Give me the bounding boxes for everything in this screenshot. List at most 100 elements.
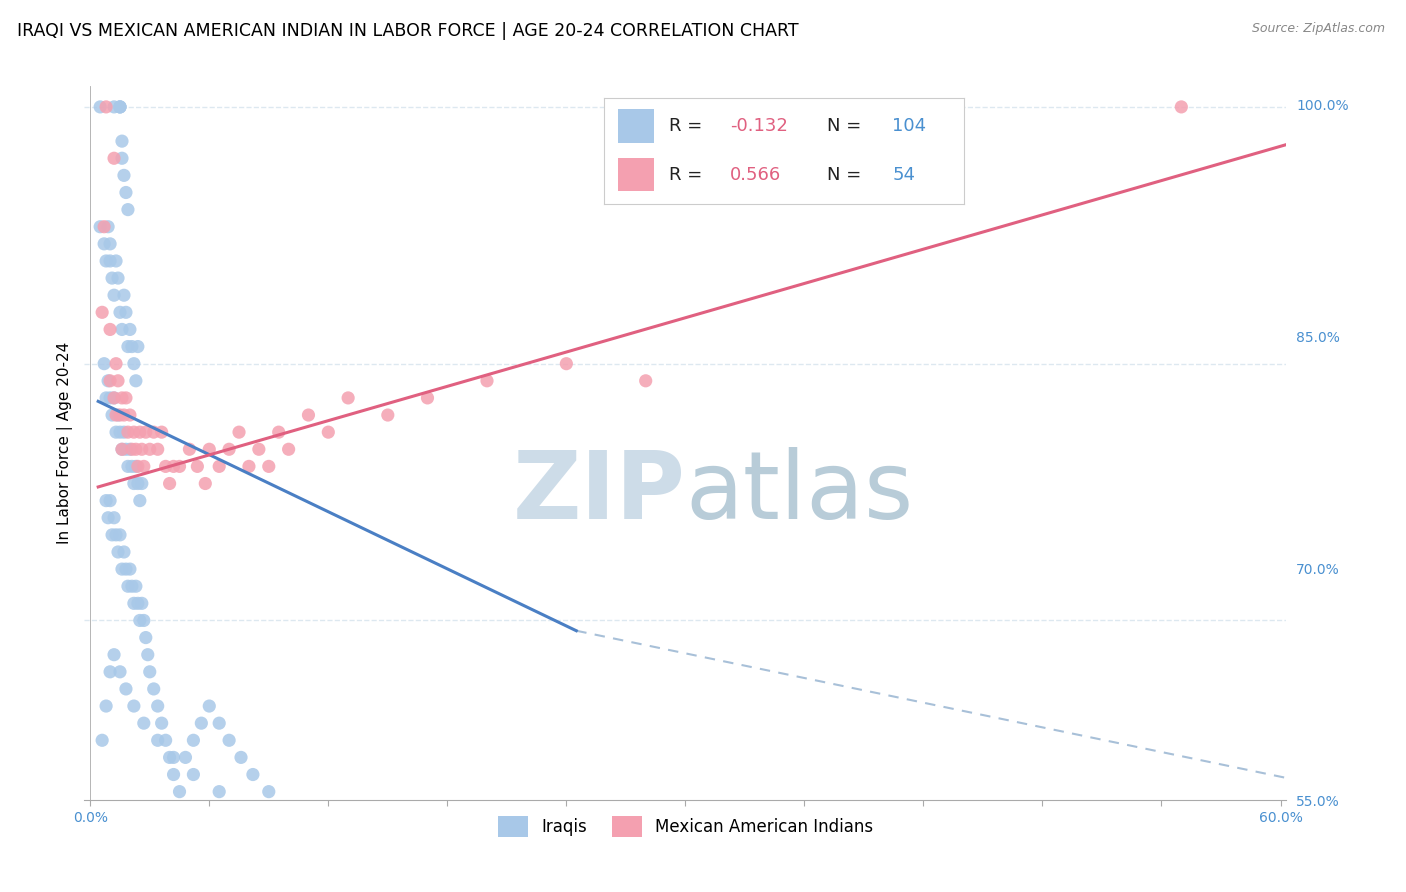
Point [208, 716, 231, 731]
Point [101, 271, 124, 285]
Point [337, 391, 360, 405]
Point [117, 459, 139, 474]
Point [112, 288, 135, 302]
Point [194, 476, 217, 491]
Point [128, 493, 150, 508]
Point [94, 391, 117, 405]
Point [555, 357, 578, 371]
Point [132, 614, 155, 628]
Point [1170, 100, 1192, 114]
Point [98, 391, 121, 405]
Legend: Iraqis, Mexican American Indians: Iraqis, Mexican American Indians [491, 810, 880, 843]
Point [475, 374, 498, 388]
Point [155, 459, 177, 474]
Point [125, 459, 148, 474]
Point [146, 733, 169, 747]
Point [127, 596, 149, 610]
Point [121, 579, 143, 593]
Point [103, 100, 125, 114]
Point [169, 784, 191, 798]
Point [127, 476, 149, 491]
Point [94, 254, 117, 268]
Point [93, 219, 115, 234]
Point [416, 391, 439, 405]
Point [238, 459, 260, 474]
Point [155, 733, 177, 747]
Point [108, 305, 131, 319]
Point [91, 305, 114, 319]
Point [218, 733, 240, 747]
Point [186, 459, 208, 474]
Point [107, 374, 129, 388]
Point [108, 425, 131, 439]
Point [98, 374, 121, 388]
Point [111, 562, 134, 576]
Point [634, 374, 657, 388]
Point [131, 596, 153, 610]
Point [115, 442, 138, 457]
Point [105, 425, 128, 439]
Point [131, 442, 153, 457]
Point [183, 733, 205, 747]
Point [277, 442, 299, 457]
Point [242, 802, 264, 816]
Point [297, 408, 319, 422]
Text: ZIP: ZIP [513, 447, 685, 540]
Point [108, 528, 131, 542]
Point [162, 750, 184, 764]
Point [208, 459, 231, 474]
Point [121, 459, 143, 474]
Point [169, 459, 191, 474]
Point [103, 391, 125, 405]
Point [103, 391, 125, 405]
Point [111, 391, 134, 405]
Point [112, 408, 135, 422]
Point [159, 750, 181, 764]
Point [179, 442, 201, 457]
Point [93, 236, 115, 251]
Point [98, 493, 121, 508]
Point [118, 562, 141, 576]
Point [117, 425, 139, 439]
Point [115, 391, 138, 405]
Point [107, 408, 129, 422]
Point [105, 254, 128, 268]
Point [115, 681, 138, 696]
Point [162, 767, 184, 781]
Point [142, 425, 165, 439]
Point [121, 442, 143, 457]
Point [229, 750, 252, 764]
Point [228, 425, 250, 439]
Point [103, 510, 125, 524]
Point [101, 408, 124, 422]
Point [118, 408, 141, 422]
Point [128, 614, 150, 628]
Point [101, 528, 124, 542]
Point [103, 288, 125, 302]
Point [91, 733, 114, 747]
Point [139, 665, 162, 679]
Point [277, 802, 299, 816]
Point [198, 699, 221, 714]
Point [97, 374, 120, 388]
Text: atlas: atlas [685, 447, 914, 540]
Point [162, 459, 184, 474]
Point [115, 562, 138, 576]
Point [111, 134, 134, 148]
Point [174, 750, 197, 764]
Point [94, 493, 117, 508]
Point [103, 151, 125, 165]
Point [98, 665, 121, 679]
Point [183, 767, 205, 781]
Text: IRAQI VS MEXICAN AMERICAN INDIAN IN LABOR FORCE | AGE 20-24 CORRELATION CHART: IRAQI VS MEXICAN AMERICAN INDIAN IN LABO… [17, 22, 799, 40]
Point [89, 219, 111, 234]
Point [115, 186, 138, 200]
Point [103, 648, 125, 662]
Point [111, 442, 134, 457]
Point [111, 151, 134, 165]
Point [93, 357, 115, 371]
Point [377, 408, 399, 422]
Point [122, 699, 145, 714]
Point [108, 408, 131, 422]
Point [97, 219, 120, 234]
